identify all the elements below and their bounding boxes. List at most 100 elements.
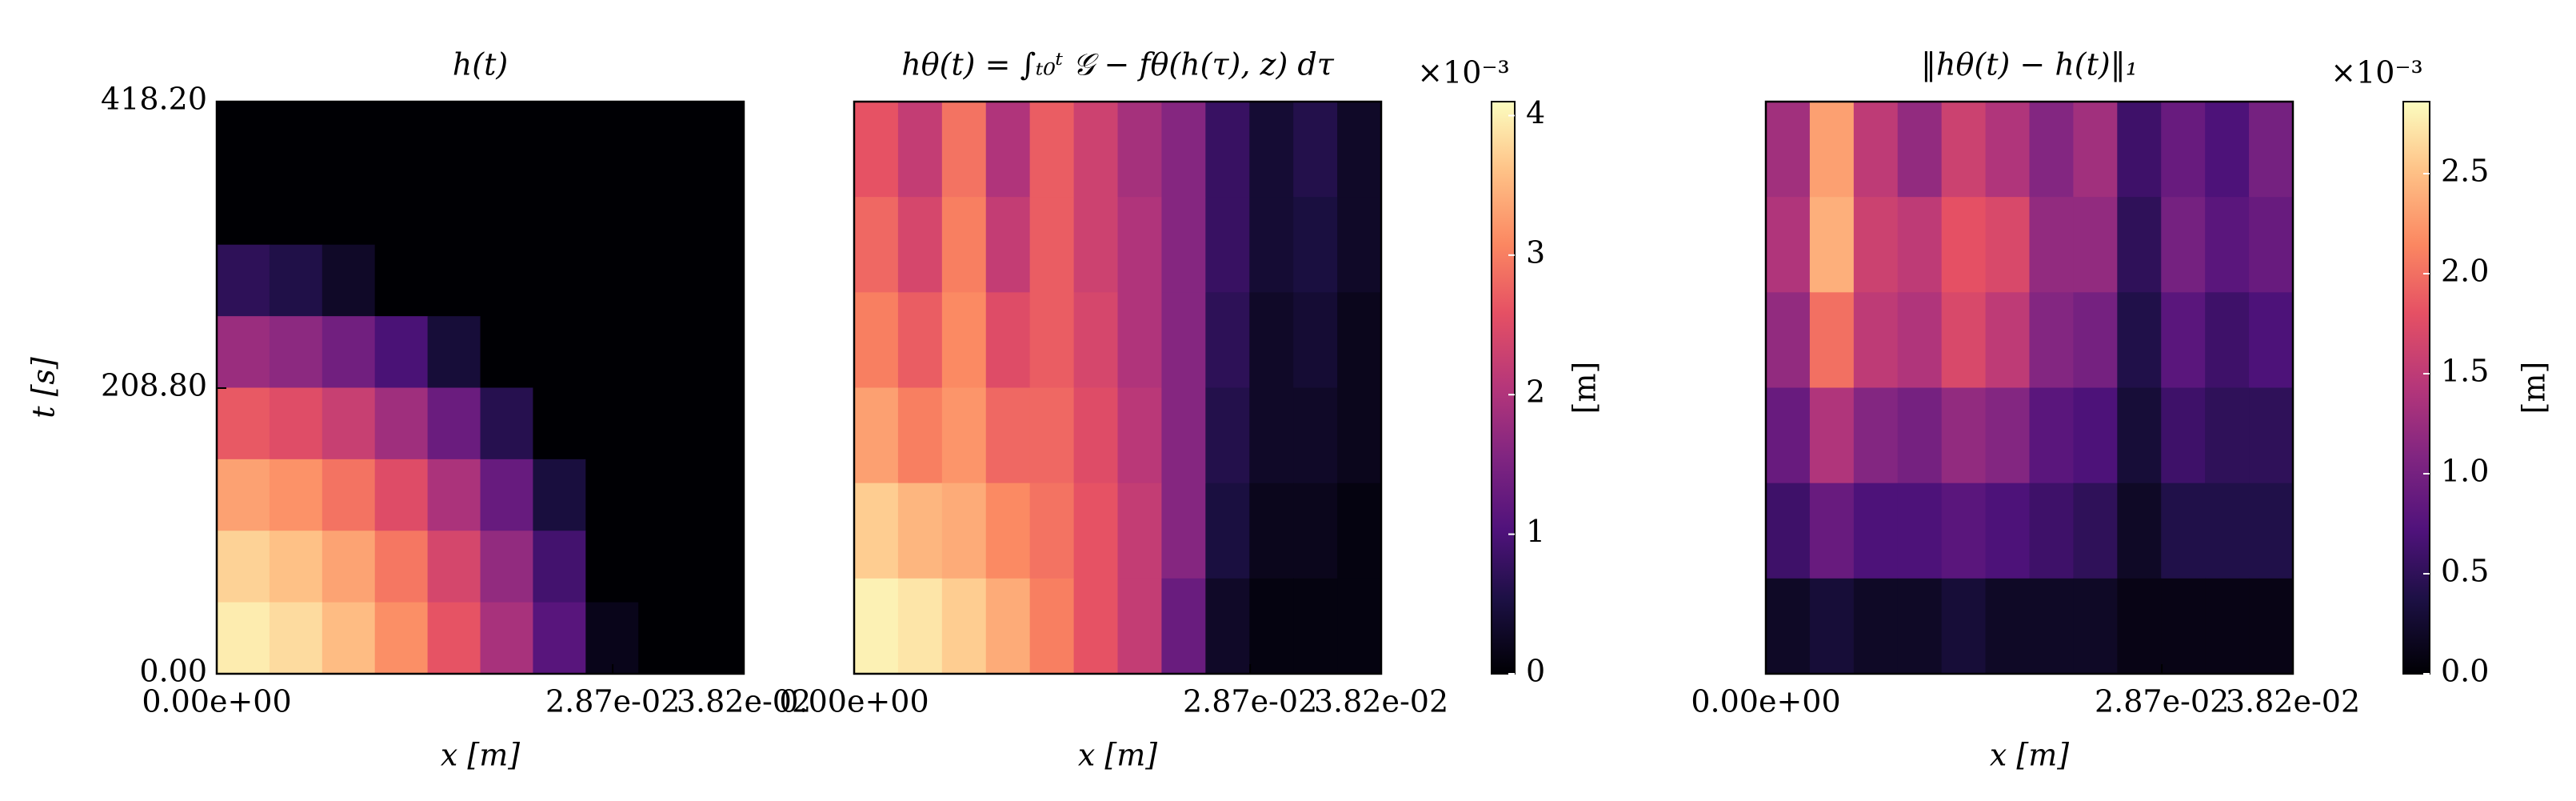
heatmap-cell (1205, 578, 1250, 675)
heatmap-cell (897, 292, 943, 389)
heatmap-cell (854, 578, 899, 675)
heatmap-cell (2029, 483, 2075, 579)
heatmap-cell (480, 459, 533, 531)
heatmap-cell (1985, 197, 2031, 293)
heatmap-cell (2161, 387, 2206, 484)
heatmap-cell (897, 578, 943, 675)
heatmap-cell (1809, 387, 1855, 484)
heatmap-cell (427, 173, 481, 246)
heatmap-cell (691, 387, 745, 460)
heatmap-cell (269, 173, 323, 246)
heatmap-cell (1205, 292, 1250, 389)
heatmap-cell (1985, 292, 2031, 389)
heatmap-cell (1337, 387, 1382, 484)
colorbar-tick-label: 0.5 (2441, 554, 2489, 589)
heatmap-cell (1205, 483, 1250, 579)
heatmap-cell (585, 316, 639, 389)
heatmap-cell (533, 102, 586, 174)
x-tick-label: 0.00e+00 (142, 684, 291, 719)
heatmap-cell (1809, 292, 1855, 389)
plot-frame (853, 100, 1383, 675)
heatmap-cell (985, 483, 1031, 579)
heatmap-cell (1249, 292, 1294, 389)
heatmap-cell (2117, 102, 2162, 198)
heatmap-cell (2249, 387, 2294, 484)
heatmap-cell (217, 102, 270, 174)
heatmap-cell (1205, 197, 1250, 293)
x-tick-label: 2.87e-02 (1183, 684, 1317, 719)
heatmap-cell (2029, 578, 2075, 675)
heatmap-cell (638, 387, 692, 460)
heatmap-cell (2029, 102, 2075, 198)
heatmap-cell (1941, 578, 1987, 675)
heatmap-cell (1337, 483, 1382, 579)
heatmap-cell (1766, 483, 1811, 579)
heatmap-cell (374, 531, 429, 603)
heatmap-cell (1249, 578, 1294, 675)
heatmap-cell (322, 387, 376, 460)
heatmap-cell (985, 102, 1031, 198)
heatmap-cell (2073, 292, 2118, 389)
heatmap-cell (2205, 197, 2250, 293)
heatmap-cell (269, 244, 323, 317)
heatmap-cell (897, 387, 943, 484)
heatmap-cell (638, 602, 692, 675)
plot-frame (1764, 100, 2294, 675)
heatmap-cell (985, 387, 1031, 484)
heatmap-cell (638, 316, 692, 389)
colorbar-tick-label: 2 (1526, 374, 1545, 410)
heatmap-cell (480, 602, 533, 675)
heatmap-cell (427, 531, 481, 603)
x-tick-label: 2.87e-02 (545, 684, 680, 719)
heatmap-cell (2073, 387, 2118, 484)
heatmap-cell (985, 197, 1031, 293)
heatmap-cell (269, 387, 323, 460)
heatmap-cell (2073, 578, 2118, 675)
heatmap-cell (897, 483, 943, 579)
heatmap-cell (427, 316, 481, 389)
heatmap-cell (533, 602, 586, 675)
heatmap-cell (1809, 578, 1855, 675)
chart-title: h(t) (453, 47, 508, 82)
heatmap-cell (1853, 578, 1899, 675)
chart-title: ‖hθ(t) − h(t)‖₁ (1921, 47, 2138, 82)
heatmap-cell (1897, 483, 1943, 579)
heatmap-cell (1897, 578, 1943, 675)
chart-title: hθ(t) = ∫ₜ₀ᵗ 𝒢 − fθ(h(τ), z) dτ (901, 47, 1334, 82)
heatmap-cell (585, 244, 639, 317)
colorbar (1491, 101, 1516, 675)
heatmap-cell (480, 244, 533, 317)
heatmap-cell (427, 102, 481, 174)
heatmap-cell (941, 102, 987, 198)
heatmap-cell (1117, 102, 1163, 198)
heatmap-cell (2117, 578, 2162, 675)
heatmap-cell (854, 292, 899, 389)
heatmap-cell (269, 531, 323, 603)
heatmap-cell (854, 483, 899, 579)
heatmap-cell (2117, 387, 2162, 484)
heatmap-cell (427, 387, 481, 460)
heatmap-cell (1029, 292, 1075, 389)
heatmap-cell (322, 102, 376, 174)
x-axis-label: x [m] (441, 738, 520, 773)
heatmap-cell (691, 602, 745, 675)
heatmap-cell (480, 316, 533, 389)
heatmap-cell (217, 316, 270, 389)
heatmap-cell (1161, 292, 1206, 389)
heatmap-cell (1073, 292, 1119, 389)
heatmap-cell (941, 483, 987, 579)
heatmap-cell (1853, 292, 1899, 389)
heatmap-cell (1897, 197, 1943, 293)
heatmap-cell (1161, 483, 1206, 579)
heatmap-cell (322, 459, 376, 531)
heatmap-cell (985, 292, 1031, 389)
heatmap-cell (1073, 197, 1119, 293)
heatmap-cell (1766, 292, 1811, 389)
heatmap-cell (1161, 102, 1206, 198)
heatmap-cell (480, 102, 533, 174)
heatmap-cell (691, 316, 745, 389)
heatmap-cell (374, 102, 429, 174)
heatmap-cell (322, 173, 376, 246)
colorbar-tick-label: 0 (1526, 654, 1545, 689)
heatmap-cell (2249, 483, 2294, 579)
